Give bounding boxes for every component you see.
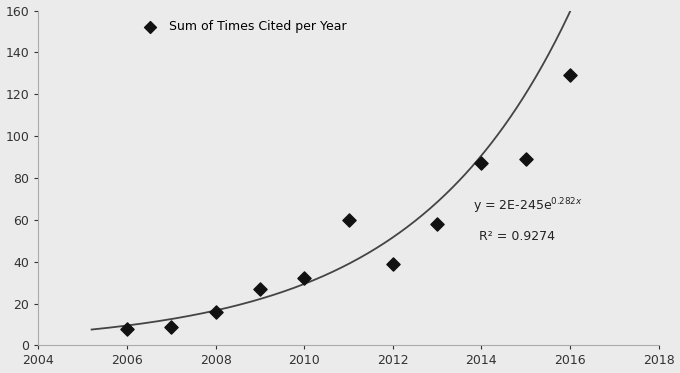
Sum of Times Cited per Year — [388, 261, 398, 267]
Text: R² = 0.9274: R² = 0.9274 — [479, 230, 555, 243]
Sum of Times Cited per Year — [564, 72, 575, 78]
Sum of Times Cited per Year — [299, 275, 309, 281]
Legend: Sum of Times Cited per Year: Sum of Times Cited per Year — [138, 20, 347, 33]
Sum of Times Cited per Year — [476, 160, 487, 166]
Sum of Times Cited per Year — [254, 286, 265, 292]
Sum of Times Cited per Year — [343, 217, 354, 223]
Sum of Times Cited per Year — [122, 326, 133, 332]
Sum of Times Cited per Year — [210, 309, 221, 315]
Sum of Times Cited per Year — [432, 221, 443, 227]
Sum of Times Cited per Year — [166, 324, 177, 330]
Text: y = 2E-245e$^{0.282x}$: y = 2E-245e$^{0.282x}$ — [473, 196, 582, 216]
Sum of Times Cited per Year — [520, 156, 531, 162]
